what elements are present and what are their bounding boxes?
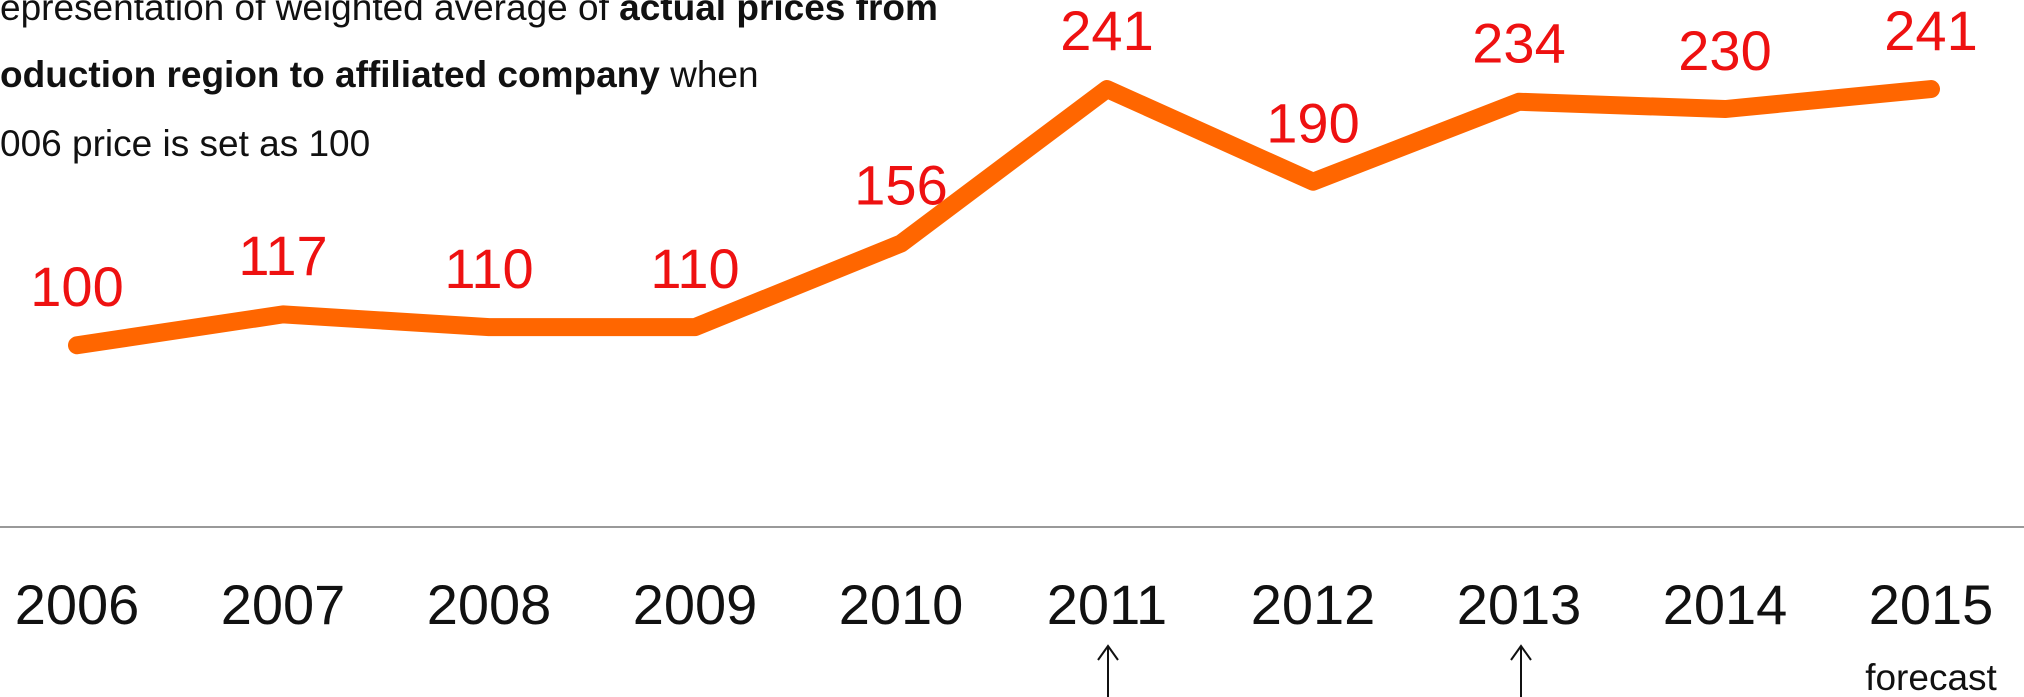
value-label: 230: [1678, 19, 1771, 82]
value-label: 100: [30, 255, 123, 318]
note-line: oduction region to affiliated company wh…: [0, 54, 759, 95]
value-label: 234: [1472, 12, 1565, 75]
x-tick-label: 2008: [427, 573, 552, 636]
note-line: epresentation of weighted average of act…: [0, 0, 938, 28]
arrow-head: [1510, 644, 1532, 661]
value-label: 190: [1266, 92, 1359, 155]
value-label: 241: [1884, 0, 1977, 62]
note-text: oduction region to affiliated company: [0, 54, 660, 95]
note-line: 006 price is set as 100: [0, 123, 370, 164]
line: [68, 80, 1940, 355]
value-label: 110: [650, 237, 739, 300]
x-tick-label: 2012: [1251, 573, 1376, 636]
x-tick-label: 2009: [633, 573, 758, 636]
x-tick-label: 2010: [839, 573, 964, 636]
value-label: 156: [854, 153, 947, 216]
note-text: 006 price is set as 100: [0, 123, 370, 164]
arrow-head: [1097, 644, 1119, 661]
x-tick-label: 2015: [1869, 573, 1994, 636]
value-label: 117: [238, 224, 327, 287]
note-text: epresentation of weighted average of: [0, 0, 619, 28]
x-tick-label: 2007: [221, 573, 346, 636]
x-tick-label: 2006: [15, 573, 140, 636]
value-label: 110: [444, 237, 533, 300]
x-tick-label: 2011: [1047, 573, 1167, 636]
value-label: 241: [1060, 0, 1153, 62]
note-text: when: [660, 54, 759, 95]
annotation: forecast: [1865, 657, 1997, 697]
note-text: actual prices from: [619, 0, 938, 28]
x-tick-label: 2013: [1457, 573, 1582, 636]
x-tick-label: 2014: [1663, 573, 1788, 636]
